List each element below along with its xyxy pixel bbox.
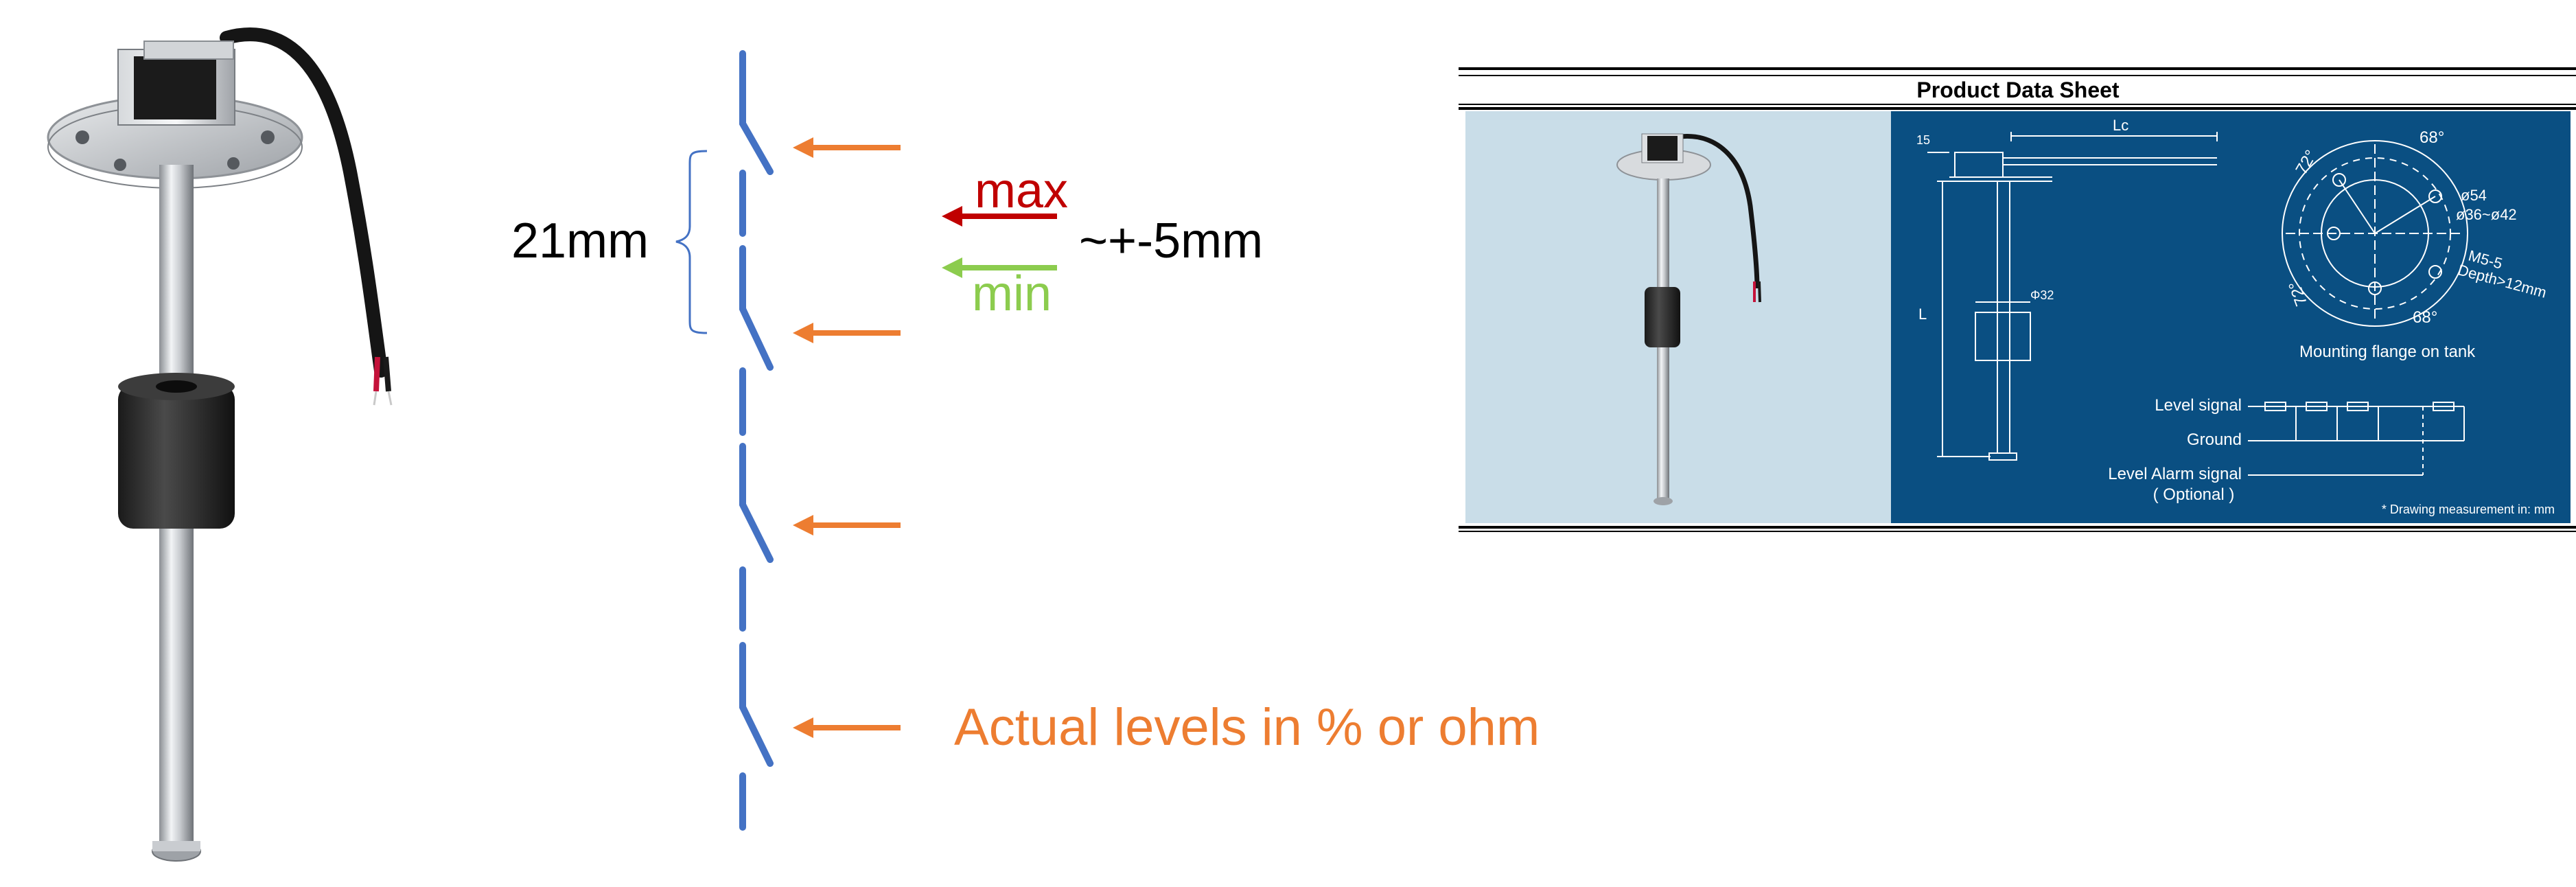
label-level-signal: Level signal — [2155, 396, 2242, 415]
reed-switch-3 — [739, 443, 774, 563]
reed-switch-4 — [739, 642, 774, 767]
level-sensor-illustration — [47, 27, 393, 862]
label-ground: Ground — [2187, 430, 2242, 449]
min-label: min — [972, 266, 1052, 321]
datasheet-drawing-panel — [1891, 111, 2571, 523]
angle-68-top: 68° — [2420, 128, 2444, 147]
level-arrow-1 — [793, 137, 901, 158]
reed-switch-line — [739, 50, 774, 831]
max-label: max — [975, 163, 1068, 218]
dim-phi32: Φ32 — [2030, 288, 2054, 302]
reed-switch-1 — [739, 50, 774, 175]
level-arrow-2 — [793, 323, 901, 343]
measure-note: * Drawing measurement in: mm — [2382, 503, 2555, 516]
level-arrow-3 — [793, 515, 901, 535]
label-optional: ( Optional ) — [2153, 485, 2235, 504]
dim-lc: Lc — [2113, 117, 2128, 134]
dia-36-42: ø36~ø42 — [2456, 206, 2517, 223]
spacing-brace — [675, 150, 708, 334]
datasheet-dimension-drawing — [1927, 132, 2468, 476]
product-data-sheet: Product Data Sheet — [1459, 67, 2576, 532]
label-alarm-signal: Level Alarm signal — [2108, 465, 2242, 483]
max-arrow — [942, 206, 1057, 227]
level-arrows — [793, 137, 901, 738]
dia-54: ø54 — [2461, 187, 2487, 204]
reed-switch-2 — [739, 245, 774, 371]
spacing-label: 21mm — [511, 214, 649, 268]
angle-68-bottom: 68° — [2413, 308, 2437, 327]
datasheet-title: Product Data Sheet — [1916, 78, 2120, 102]
dim-l: L — [1918, 306, 1927, 323]
tolerance-label: ~+-5mm — [1079, 214, 1263, 268]
flange-caption: Mounting flange on tank — [2299, 343, 2476, 361]
levels-label: Actual levels in % or ohm — [954, 698, 1540, 757]
dim-15: 15 — [1916, 133, 1930, 147]
level-arrow-4 — [793, 717, 901, 738]
datasheet-sensor-photo — [1616, 133, 1761, 505]
min-arrow — [942, 257, 1057, 278]
datasheet-drawing-labels: 15 Lc L Φ32 68° 72° 72° 68° ø54 ø36~ø42 … — [1916, 117, 2555, 516]
